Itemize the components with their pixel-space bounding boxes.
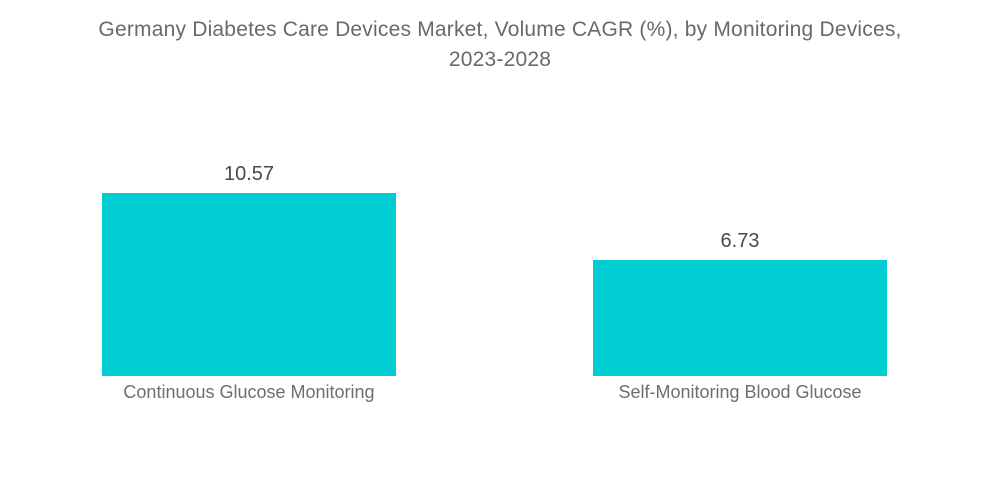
bar-group-self-monitoring-blood-glucose: 6.73 [593,230,887,376]
bar-continuous-glucose-monitoring[interactable] [102,193,396,376]
category-label-self-monitoring-blood-glucose: Self-Monitoring Blood Glucose [618,382,862,402]
category-label-continuous-glucose-monitoring: Continuous Glucose Monitoring [123,382,375,402]
value-label-continuous-glucose-monitoring: 10.57 [223,163,275,185]
bar-group-continuous-glucose-monitoring: 10.57 [102,163,396,376]
chart-title: Germany Diabetes Care Devices Market, Vo… [0,15,1000,75]
value-label-self-monitoring-blood-glucose: 6.73 [720,230,760,252]
chart-title-line-2: 2023-2028 [448,48,552,71]
chart-title-line-1: Germany Diabetes Care Devices Market, Vo… [98,18,902,41]
bar-self-monitoring-blood-glucose[interactable] [593,260,887,376]
